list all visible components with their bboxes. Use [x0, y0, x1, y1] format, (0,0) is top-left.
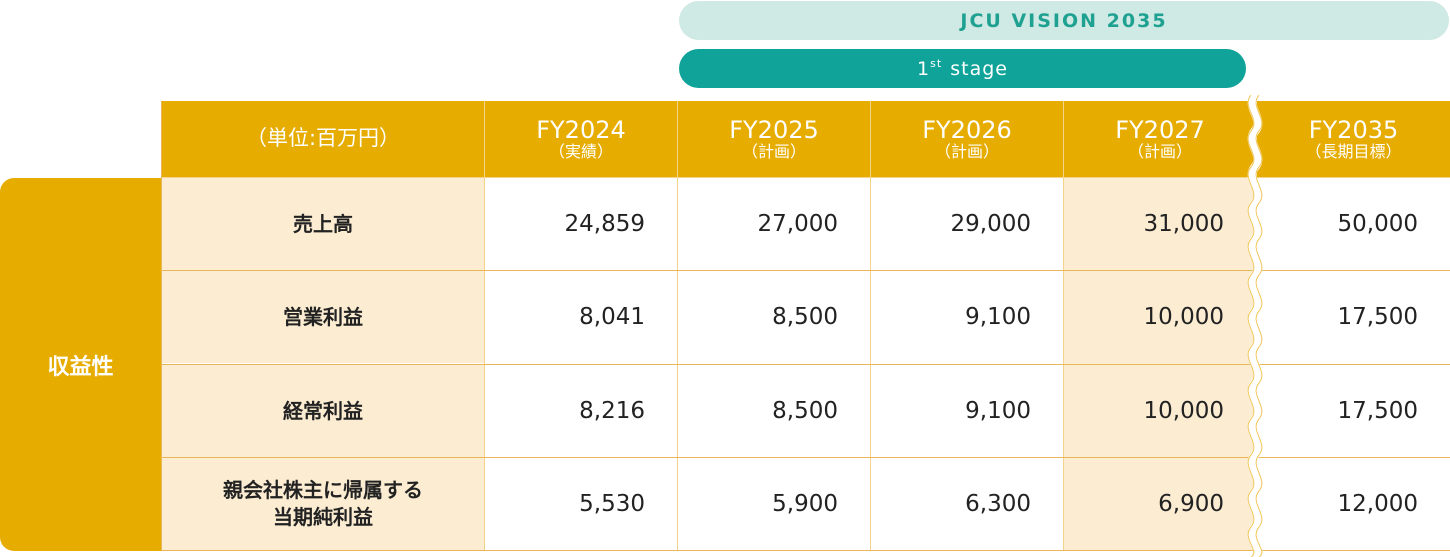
column-year: FY2024: [536, 116, 626, 144]
stage-ordinal: st: [930, 57, 943, 70]
table-cell: 17,500: [1337, 304, 1418, 330]
table-cell: 17,500: [1337, 398, 1418, 424]
table-cell: 5,900: [772, 491, 838, 517]
table-cell: 27,000: [757, 211, 838, 237]
category-profitability: 収益性: [0, 178, 161, 551]
column-year: FY2025: [729, 116, 819, 144]
table-cell: 10,000: [1143, 398, 1224, 424]
column-sub: （長期目標）: [1305, 142, 1402, 162]
table-cell: 6,900: [1158, 491, 1224, 517]
table-cell: 31,000: [1143, 211, 1224, 237]
column-year: FY2027: [1115, 116, 1205, 144]
column-sub: （計画）: [741, 142, 806, 162]
row-label-sales: 売上高: [162, 178, 484, 270]
grid-line: [484, 101, 485, 551]
header-fy2035: FY2035 （長期目標）: [1257, 101, 1450, 177]
row-label-line2: 当期純利益: [273, 505, 373, 529]
vision-title: JCU VISION 2035: [960, 9, 1168, 32]
table-cell: 8,500: [772, 398, 838, 424]
table-cell: 8,041: [579, 304, 645, 330]
vision-banner: JCU VISION 2035: [679, 1, 1449, 40]
grid-line: [1063, 101, 1064, 551]
grid-line: [162, 457, 1450, 458]
timeline-break-icon: [1247, 95, 1263, 557]
grid-line: [162, 177, 1450, 178]
row-label-line1: 営業利益: [283, 304, 363, 329]
column-sub: （計画）: [1127, 142, 1192, 162]
header-fy2025: FY2025 （計画）: [678, 101, 870, 177]
grid-line: [870, 101, 871, 551]
table-cell: 8,500: [772, 304, 838, 330]
grid-line: [677, 101, 678, 551]
table-cell: 24,859: [564, 211, 645, 237]
header-unit: （単位:百万円）: [162, 101, 484, 177]
stage-number: 1: [917, 57, 931, 80]
category-label: 収益性: [47, 354, 114, 380]
column-year: FY2035: [1308, 116, 1399, 144]
table-cell: 9,100: [965, 304, 1031, 330]
row-label-net-income: 親会社株主に帰属する 当期純利益: [162, 458, 484, 550]
table-cell: 12,000: [1337, 491, 1418, 517]
header-fy2027: FY2027 （計画）: [1064, 101, 1256, 177]
row-label-operating-profit: 営業利益: [162, 271, 484, 363]
table-cell: 8,216: [579, 398, 645, 424]
grid-line: [162, 550, 1450, 551]
column-sub: （計画）: [934, 142, 999, 162]
stage-label: stage: [950, 57, 1008, 80]
row-label-line1: 売上高: [293, 211, 353, 236]
grid-line: [162, 364, 1450, 365]
grid-line: [162, 270, 1450, 271]
table-cell: 10,000: [1143, 304, 1224, 330]
column-year: FY2026: [922, 116, 1012, 144]
table-cell: 5,530: [579, 491, 645, 517]
column-sub: （実績）: [548, 142, 613, 162]
row-label-ordinary-profit: 経常利益: [162, 365, 484, 457]
header-fy2024: FY2024 （実績）: [485, 101, 677, 177]
header-fy2026: FY2026 （計画）: [871, 101, 1063, 177]
table-cell: 6,300: [965, 491, 1031, 517]
table-cell: 50,000: [1337, 211, 1418, 237]
row-label-line1: 経常利益: [283, 398, 363, 423]
row-label-line1: 親会社株主に帰属する: [223, 478, 423, 502]
table-cell: 9,100: [965, 398, 1031, 424]
grid-line: [161, 101, 162, 551]
unit-label: （単位:百万円）: [245, 126, 401, 151]
table-cell: 29,000: [950, 211, 1031, 237]
